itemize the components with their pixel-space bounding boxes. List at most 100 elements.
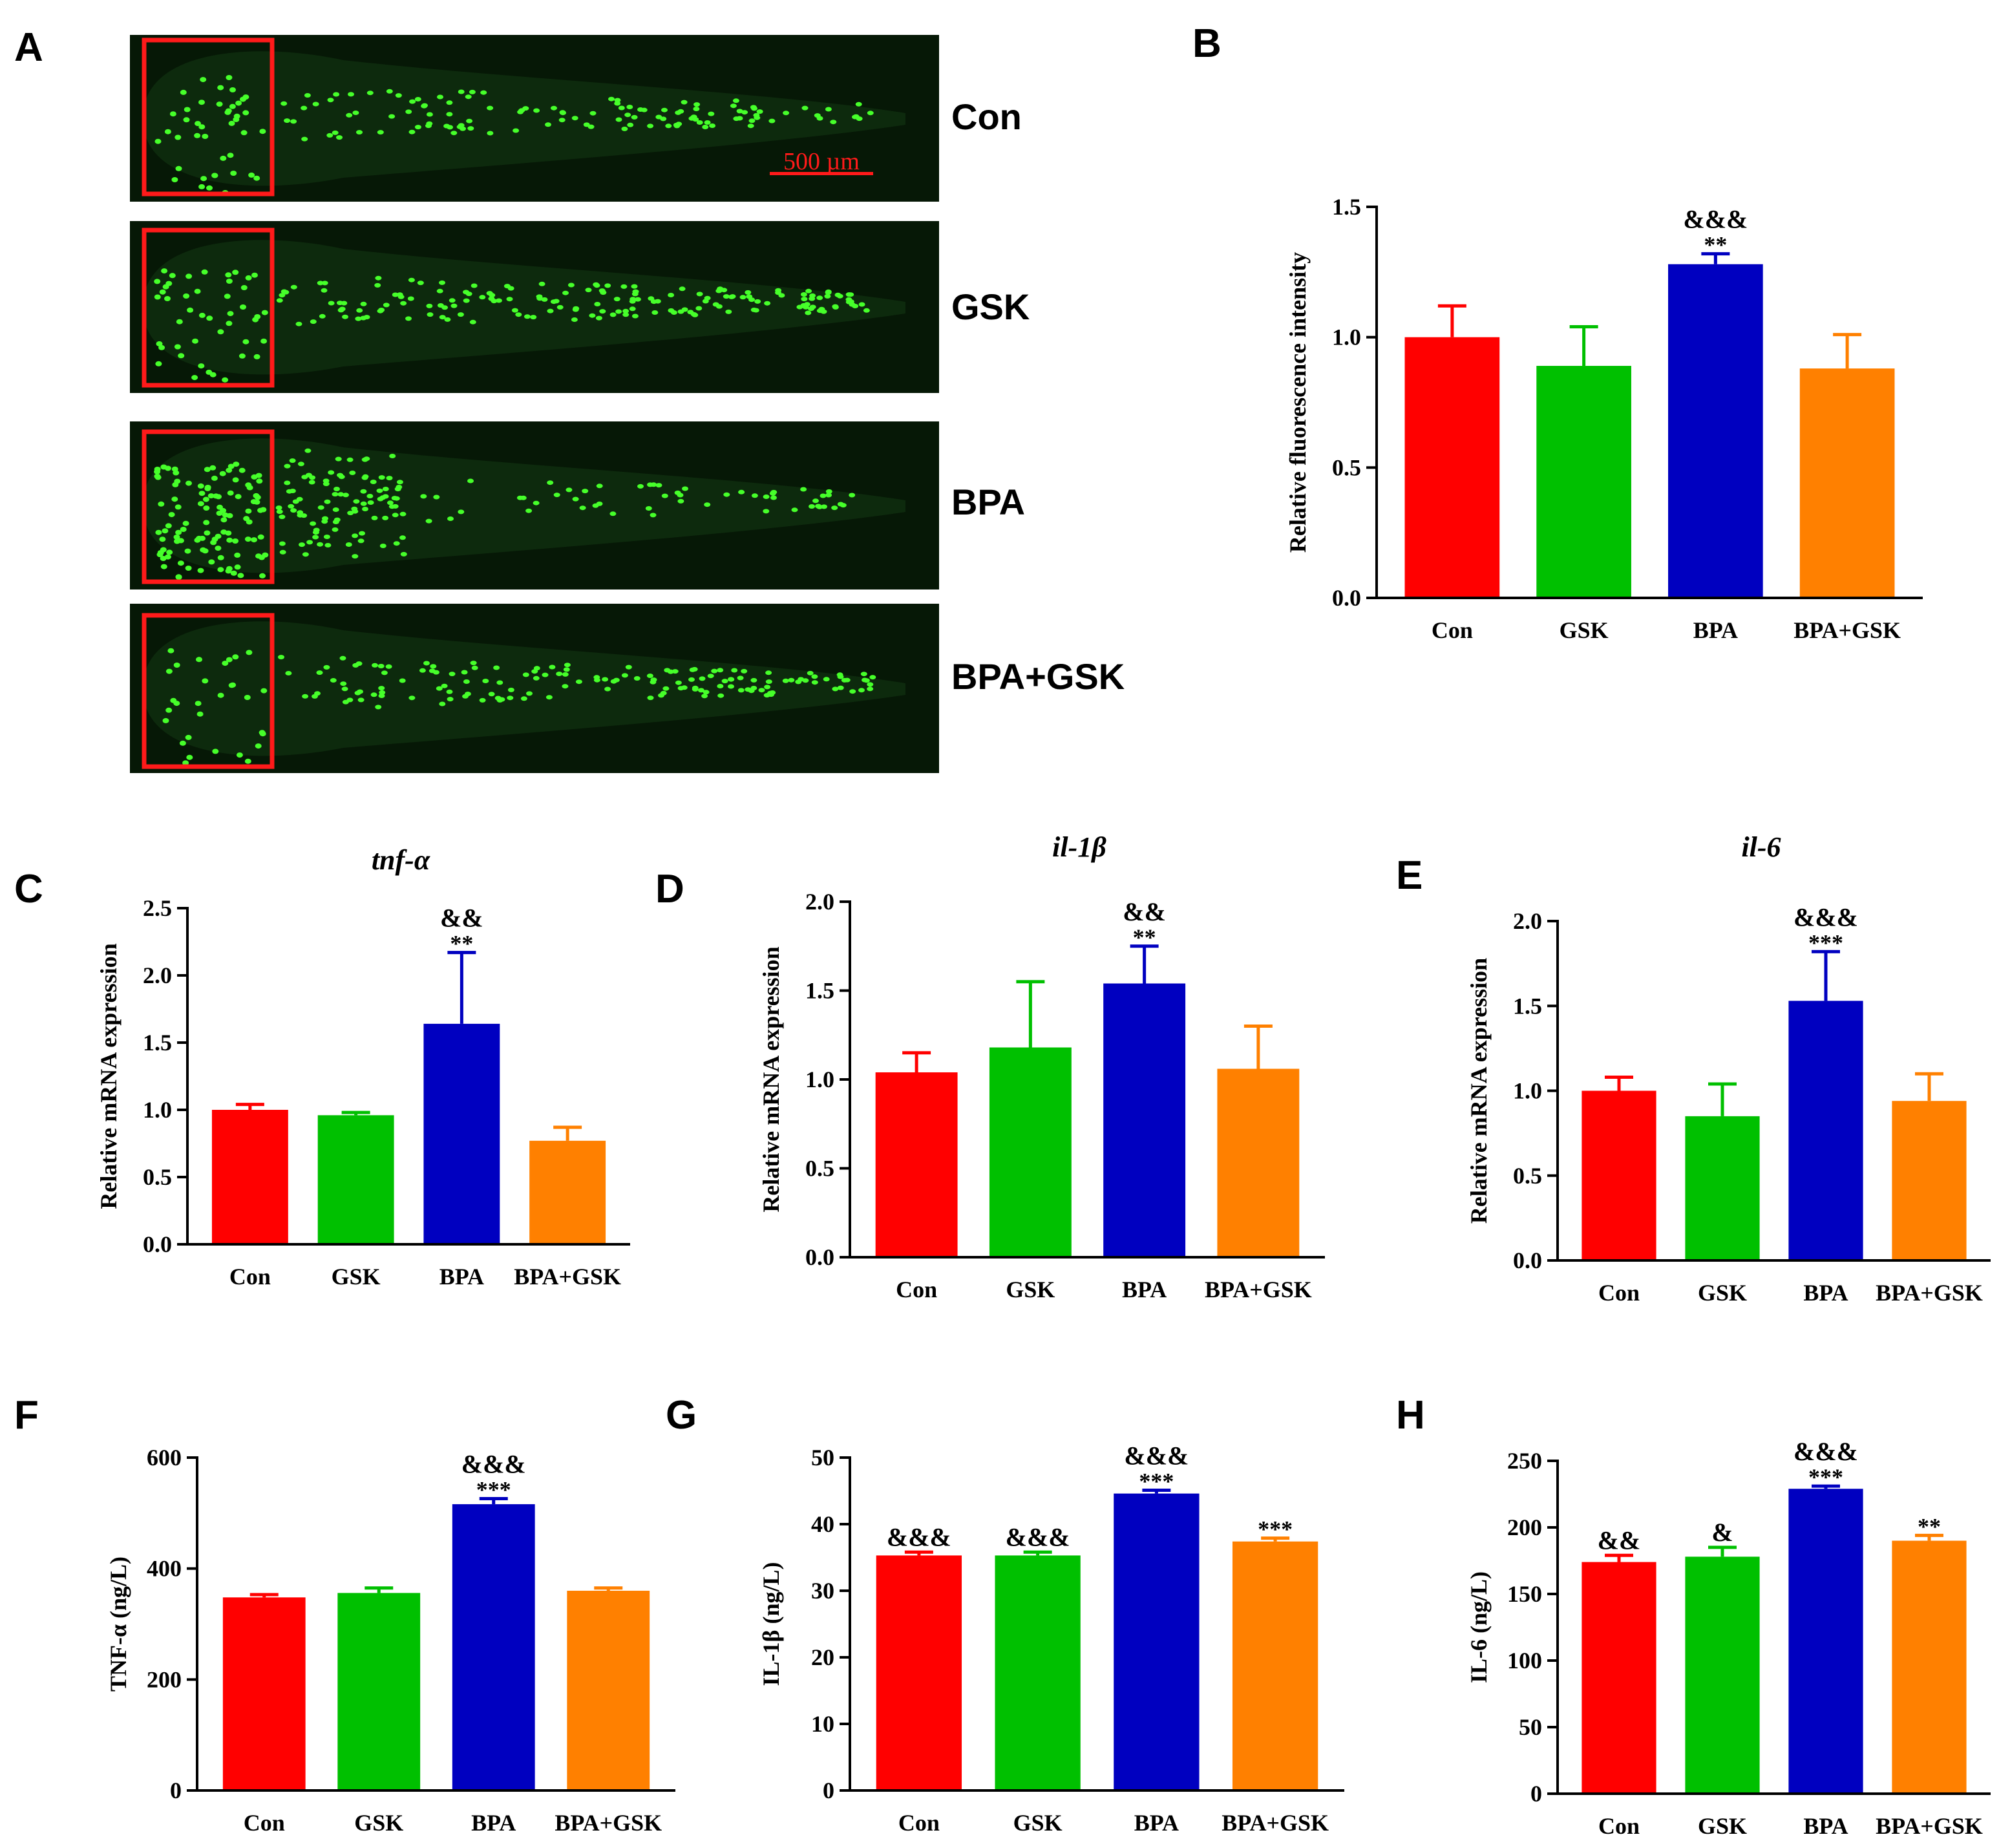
fluorescent-cell: [336, 135, 343, 140]
bar-gsk: [317, 1115, 394, 1243]
fluorescent-cell: [226, 467, 233, 473]
fluorescent-cell: [447, 516, 454, 521]
fluorescent-cell: [852, 304, 859, 308]
fluorescent-cell: [259, 129, 266, 134]
bar-gsk: [1536, 366, 1631, 597]
fluorescent-cell: [388, 504, 396, 509]
fluorescent-cell: [592, 503, 599, 508]
fluorescent-cell: [286, 489, 293, 494]
fluorescent-cell: [582, 489, 589, 494]
fluorescent-cell: [621, 126, 628, 131]
fluorescent-cell: [802, 304, 809, 310]
fluorescent-cell: [306, 540, 313, 545]
fluorescent-cell: [536, 294, 543, 299]
chart-title: il-1β: [1052, 831, 1106, 863]
fluorescent-cell: [751, 493, 758, 498]
fluorescent-cell: [308, 480, 315, 485]
fluorescent-cell: [316, 670, 323, 675]
fluorescent-cell: [408, 277, 415, 282]
y-axis-label: TNF-α (ng/L): [105, 1556, 131, 1692]
fluorescent-cell: [363, 456, 370, 462]
significance-ampersands: &&&: [461, 1450, 526, 1479]
fluorescent-cell: [417, 281, 424, 286]
fluorescent-cell: [728, 677, 735, 682]
fluorescent-cell: [377, 664, 385, 668]
fluorescent-cell: [479, 697, 486, 703]
y-tick-label: 0.5: [805, 1156, 834, 1182]
fluorescent-cell: [255, 473, 262, 478]
bar-gsk: [1685, 1556, 1760, 1792]
x-tick-label: Con: [896, 1277, 937, 1302]
fluorescent-cell: [248, 172, 255, 178]
fluorescent-cell: [520, 495, 527, 500]
y-tick-label: 0: [170, 1778, 182, 1803]
fish-label-con: Con: [951, 96, 1022, 137]
fluorescent-cell: [191, 375, 198, 381]
fluorescent-cell: [419, 668, 426, 673]
fluorescent-cell: [210, 540, 217, 546]
fluorescent-cell: [732, 98, 739, 103]
fluorescent-cell: [195, 701, 202, 706]
fluorescent-cell: [341, 686, 348, 692]
fluorescent-cell: [362, 507, 368, 511]
bar-gsk: [1685, 1116, 1760, 1259]
fluorescent-cell: [177, 538, 184, 544]
bar-gsk: [337, 1593, 421, 1789]
fluorescent-cell: [533, 108, 540, 113]
fluorescent-cell: [621, 673, 628, 678]
fluorescent-cell: [441, 683, 448, 688]
bar-con: [1582, 1562, 1656, 1792]
fluorescent-cell: [538, 281, 545, 286]
y-tick-label: 40: [811, 1511, 834, 1537]
fluorescent-cell: [160, 564, 167, 569]
fluorescent-cell: [357, 538, 365, 544]
fluorescent-cell: [830, 120, 837, 125]
fluorescent-cell: [255, 743, 262, 749]
fluorescent-cell: [553, 493, 560, 498]
fluorescent-cell: [556, 672, 563, 676]
y-tick-label: 1.0: [1332, 324, 1361, 350]
fluorescent-cell: [375, 705, 382, 710]
fluorescent-cell: [729, 294, 736, 299]
fluorescent-cell: [646, 674, 653, 678]
fluorescent-cell: [860, 672, 867, 677]
fluorescent-cell: [446, 100, 453, 105]
fluorescent-cell: [825, 489, 832, 494]
fluorescent-cell: [825, 107, 832, 112]
fluorescent-cell: [812, 498, 819, 504]
fluorescent-cell: [487, 105, 494, 111]
x-tick-label: BPA+GSK: [1876, 1813, 1983, 1839]
bar-con: [222, 1597, 306, 1789]
y-tick-label: 2.0: [143, 962, 172, 988]
bar-bpa: [1114, 1493, 1200, 1789]
fluorescent-cell: [319, 313, 326, 319]
fish-image-bpa-gsk: [130, 604, 939, 773]
fluorescent-cell: [206, 185, 213, 191]
fluorescent-cell: [211, 173, 218, 178]
fluorescent-cell: [832, 304, 839, 310]
fluorescent-cell: [378, 694, 385, 698]
fluorescent-cell: [556, 304, 564, 310]
fluorescent-cell: [837, 502, 844, 507]
bar-bpa: [423, 1023, 500, 1243]
fluorescent-cell: [396, 480, 403, 485]
fluorescent-cell: [392, 513, 399, 518]
fluorescent-cell: [185, 273, 193, 279]
fluorescent-cell: [807, 670, 814, 675]
head-region-box: [142, 613, 275, 769]
fluorescent-cell: [679, 286, 686, 292]
fluorescent-cell: [317, 542, 324, 547]
fluorescent-cell: [831, 505, 838, 511]
head-region-box: [142, 429, 275, 584]
fluorescent-cell: [737, 675, 744, 681]
fluorescent-cell: [818, 306, 825, 312]
fluorescent-cell: [392, 292, 399, 297]
bar-bpa: [1668, 264, 1763, 597]
fluorescent-cell: [323, 664, 330, 670]
fluorescent-cell: [386, 89, 393, 94]
fluorescent-cell: [632, 289, 639, 294]
fluorescent-cell: [162, 717, 169, 723]
fluorescent-cell: [232, 538, 239, 544]
fluorescent-cell: [572, 496, 579, 502]
fluorescent-cell: [408, 129, 416, 134]
